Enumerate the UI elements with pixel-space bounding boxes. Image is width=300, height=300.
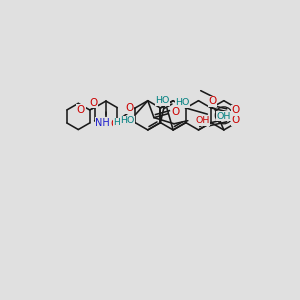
Text: O: O: [171, 107, 180, 117]
Text: H: H: [113, 118, 120, 127]
Text: O: O: [89, 98, 98, 108]
Text: NH: NH: [95, 118, 110, 128]
Text: HO: HO: [155, 96, 169, 105]
Text: O: O: [111, 119, 119, 129]
Text: OH: OH: [196, 116, 210, 125]
Text: HO: HO: [121, 116, 135, 125]
Text: HO: HO: [175, 98, 190, 107]
Text: O: O: [77, 105, 85, 115]
Text: O: O: [232, 115, 240, 125]
Text: O: O: [125, 103, 134, 113]
Text: OH: OH: [217, 112, 231, 121]
Text: O: O: [232, 105, 240, 115]
Text: O: O: [208, 96, 216, 106]
